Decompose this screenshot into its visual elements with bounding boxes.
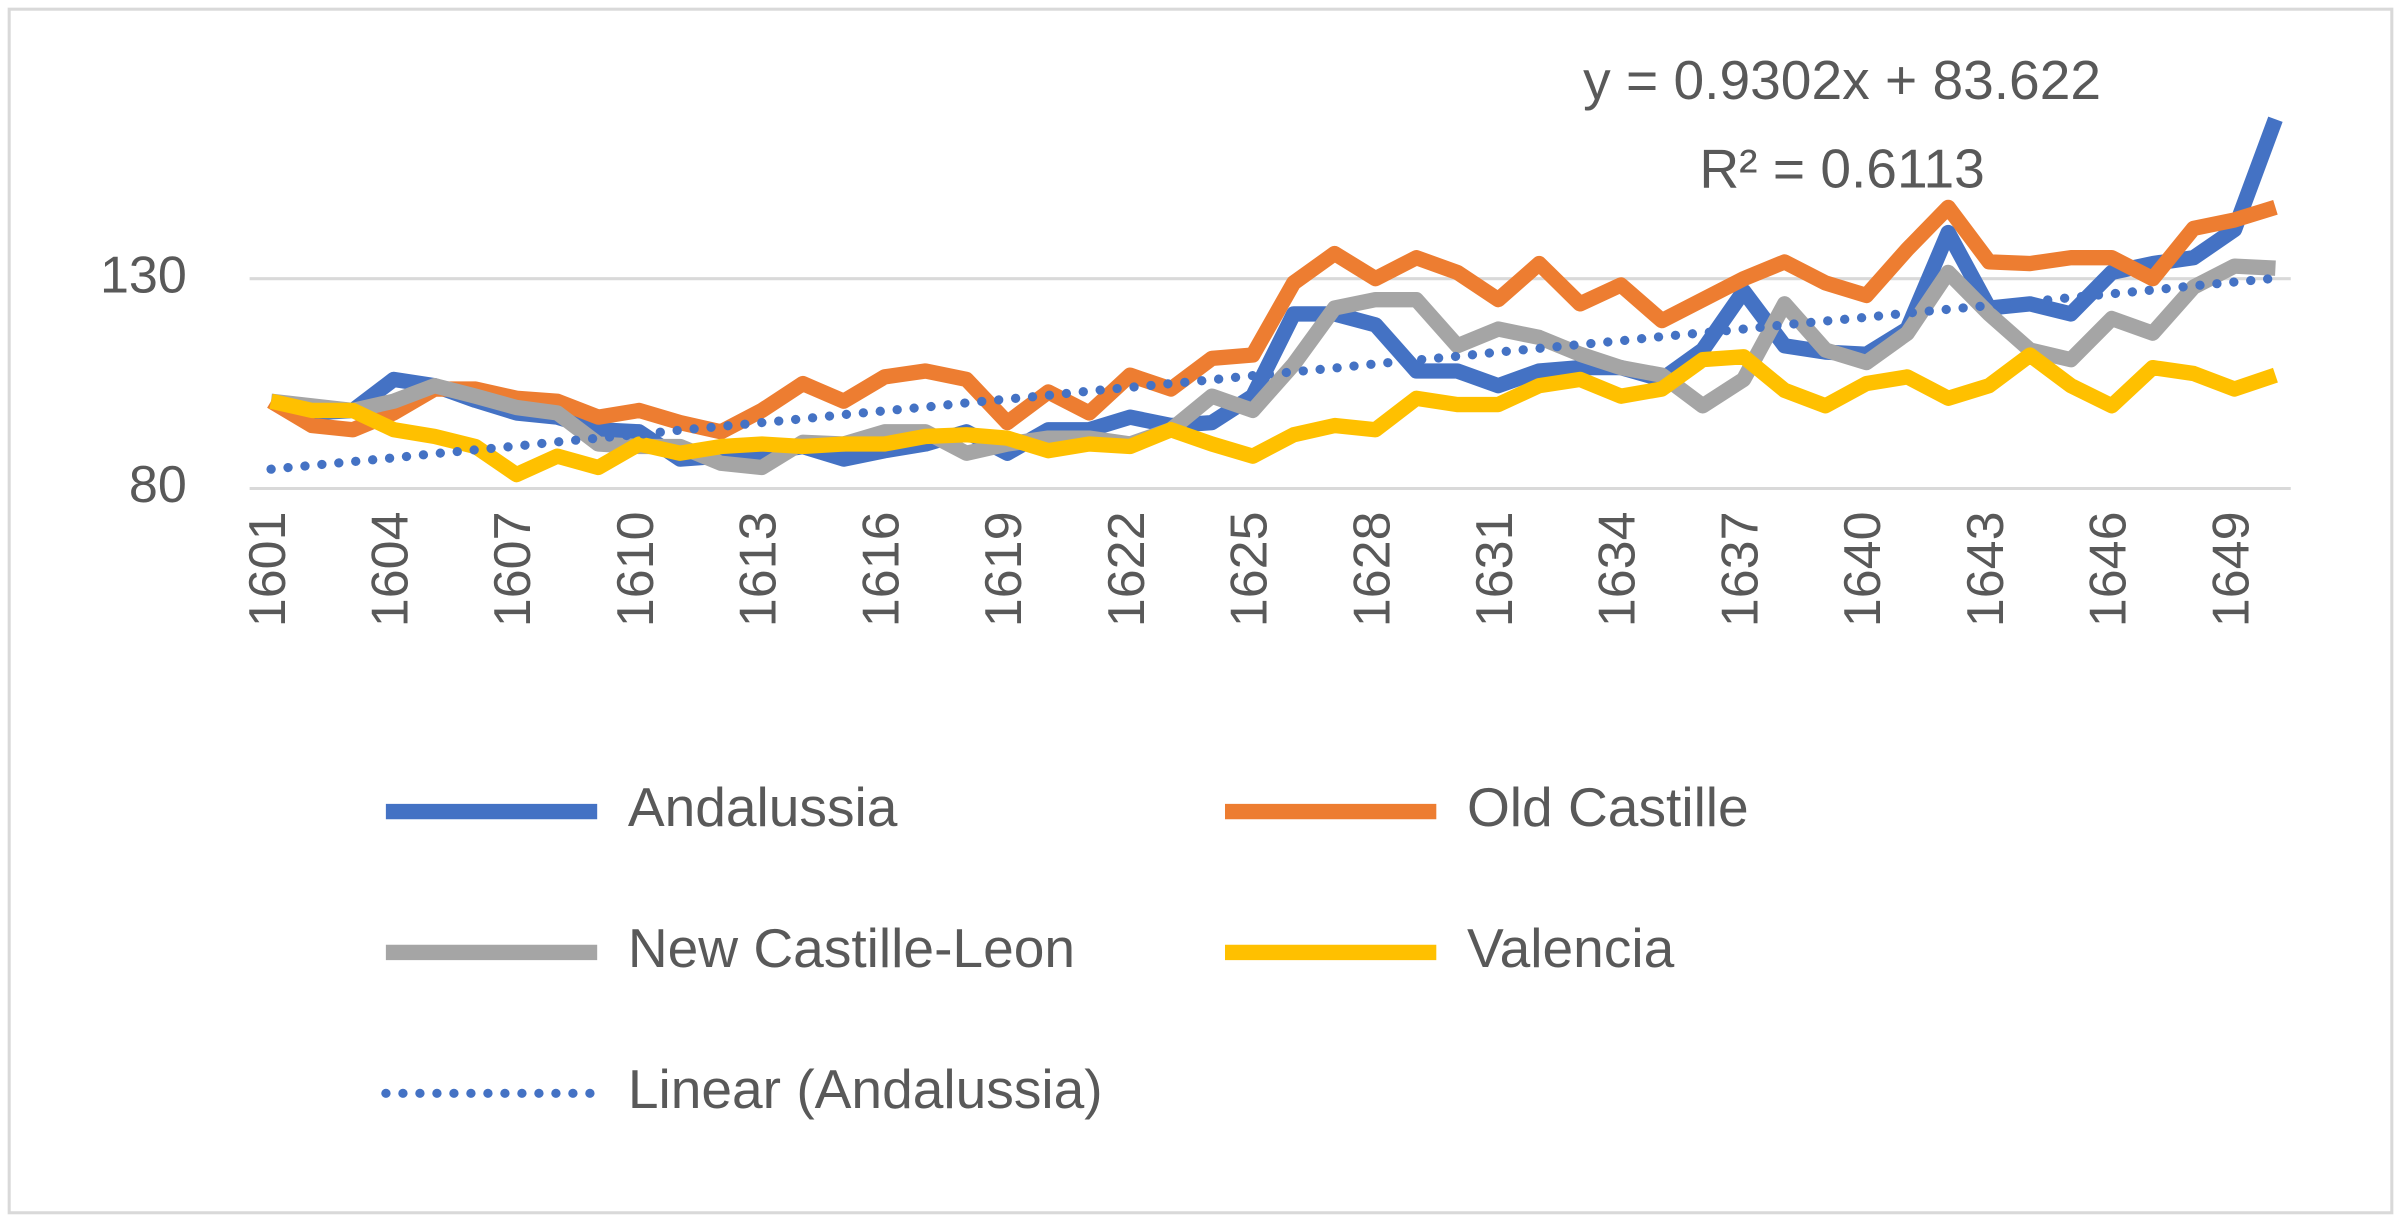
series-line xyxy=(269,347,2278,483)
x-tick-label: 1637 xyxy=(1711,511,1769,627)
x-tick-label: 1628 xyxy=(1343,511,1401,627)
legend-label: Linear (Andalussia) xyxy=(628,1058,1103,1120)
x-tick-label: 1625 xyxy=(1221,511,1279,627)
legend-label: Valencia xyxy=(1467,917,1675,979)
x-tick-label: 1634 xyxy=(1589,511,1647,627)
x-tick-label: 1649 xyxy=(2202,511,2260,627)
x-tick-label: 1613 xyxy=(730,511,788,627)
x-tick-label: 1640 xyxy=(1834,511,1892,627)
chart-border xyxy=(7,7,2394,1215)
trendline-equation: y = 0.9302x + 83.622 xyxy=(1583,49,2101,111)
x-tick-label: 1607 xyxy=(484,511,542,627)
x-tick-label: 1619 xyxy=(975,511,1033,627)
x-tick-label: 1643 xyxy=(1957,511,2015,627)
x-tick-label: 1616 xyxy=(852,511,910,627)
y-tick-label: 80 xyxy=(129,456,187,514)
x-tick-label: 1646 xyxy=(2080,511,2138,627)
legend-label: Old Castille xyxy=(1467,776,1749,838)
series-line xyxy=(270,258,2276,476)
y-tick-label: 130 xyxy=(100,246,187,304)
trendline xyxy=(266,273,2281,474)
x-tick-label: 1610 xyxy=(607,511,665,627)
trendline-r-squared: R² = 0.6113 xyxy=(1699,138,1984,200)
legend-label: Andalussia xyxy=(628,776,898,838)
x-tick-label: 1604 xyxy=(362,511,420,627)
x-tick-label: 1622 xyxy=(1098,511,1156,627)
series-line xyxy=(267,199,2278,440)
x-tick-label: 1601 xyxy=(239,511,297,627)
series-line xyxy=(268,116,2283,467)
x-tick-label: 1631 xyxy=(1466,511,1524,627)
legend-label: New Castille-Leon xyxy=(628,917,1075,979)
